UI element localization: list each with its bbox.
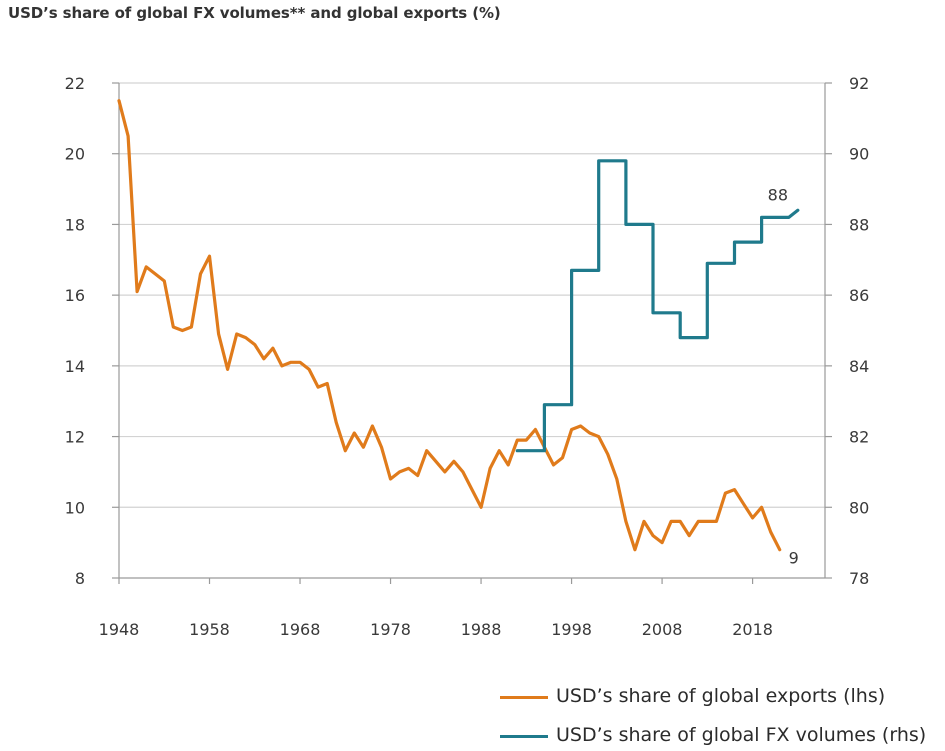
left-tick-label-22: 22 [65, 74, 85, 93]
x-tick-label-1988: 1988 [461, 620, 502, 639]
x-tick-label-1998: 1998 [551, 620, 592, 639]
x-tick-label-1958: 1958 [189, 620, 230, 639]
dual-axis-line-chart: 8 10 12 14 16 18 20 22 78 80 82 84 86 88 90 92 1948 1958 1… [65, 74, 870, 639]
right-tick-label-86: 86 [849, 286, 869, 305]
legend-label-fx: USD’s share of global FX volumes (rhs) [556, 724, 927, 746]
end-label-exports: 9 [789, 549, 799, 568]
series-line-fx [515, 159, 800, 453]
axes [112, 82, 832, 584]
legend-item-exports: USD’s share of global exports (lhs) [460, 683, 930, 711]
series-lines [117, 99, 800, 552]
right-tick-label-82: 82 [849, 428, 869, 447]
legend-swatch-fx [500, 735, 548, 738]
end-label-fx: 88 [768, 185, 788, 204]
x-tick-label-1968: 1968 [280, 620, 321, 639]
right-tick-label-90: 90 [849, 145, 869, 164]
legend-swatch-exports [500, 696, 548, 699]
series-line-exports [117, 99, 782, 552]
x-tick-label-2018: 2018 [732, 620, 773, 639]
right-tick-label-84: 84 [849, 357, 869, 376]
right-tick-label-80: 80 [849, 498, 869, 517]
tick-labels: 8 10 12 14 16 18 20 22 78 80 82 84 86 88 90 92 1948 1958 1… [65, 74, 870, 639]
left-tick-label-16: 16 [65, 286, 85, 305]
right-tick-label-88: 88 [849, 215, 869, 234]
x-tick-label-1948: 1948 [99, 620, 140, 639]
x-tick-label-2008: 2008 [642, 620, 683, 639]
left-tick-label-20: 20 [65, 145, 85, 164]
left-tick-label-18: 18 [65, 215, 85, 234]
x-tick-label-1978: 1978 [370, 620, 411, 639]
legend-label-exports: USD’s share of global exports (lhs) [556, 685, 886, 707]
left-tick-label-10: 10 [65, 498, 85, 517]
left-tick-label-14: 14 [65, 357, 85, 376]
right-tick-label-92: 92 [849, 74, 869, 93]
chart-title: USD’s share of global FX volumes** and g… [8, 4, 501, 22]
legend-item-fx: USD’s share of global FX volumes (rhs) [460, 722, 930, 750]
left-tick-label-8: 8 [75, 569, 85, 588]
left-tick-label-12: 12 [65, 428, 85, 447]
right-tick-label-78: 78 [849, 569, 869, 588]
gridlines [119, 82, 825, 508]
